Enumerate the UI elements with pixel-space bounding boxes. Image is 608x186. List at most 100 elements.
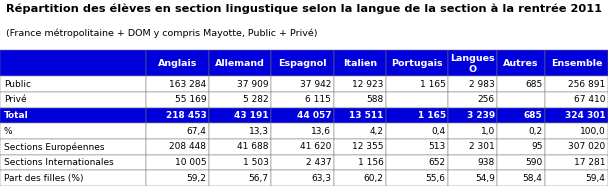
Text: 163 284: 163 284 [169, 80, 206, 89]
Text: Italien: Italien [343, 59, 377, 68]
Bar [209, 170, 271, 186]
Text: 59,2: 59,2 [187, 174, 206, 183]
Text: 58,4: 58,4 [523, 174, 542, 183]
Bar [0, 155, 147, 170]
Bar [334, 170, 386, 186]
Bar [497, 155, 545, 170]
Bar [334, 76, 386, 92]
Text: 218 453: 218 453 [165, 111, 206, 120]
Bar [271, 155, 334, 170]
Text: 5 282: 5 282 [243, 95, 269, 104]
Bar [271, 50, 334, 76]
Text: Ensemble: Ensemble [551, 59, 602, 68]
Text: 324 301: 324 301 [565, 111, 606, 120]
Text: Langues: Langues [451, 54, 495, 63]
Text: 55,6: 55,6 [426, 174, 446, 183]
Text: 37 909: 37 909 [237, 80, 269, 89]
Text: 13,6: 13,6 [311, 127, 331, 136]
Text: 37 942: 37 942 [300, 80, 331, 89]
Text: %: % [4, 127, 12, 136]
Bar [334, 50, 386, 76]
Bar [386, 139, 448, 155]
Bar [448, 123, 497, 139]
Bar [334, 92, 386, 108]
Bar [209, 92, 271, 108]
Bar [545, 108, 608, 123]
Text: 513: 513 [429, 142, 446, 151]
Bar [0, 50, 147, 76]
Bar [545, 76, 608, 92]
Text: 590: 590 [525, 158, 542, 167]
Bar [448, 139, 497, 155]
Text: 1 165: 1 165 [418, 111, 446, 120]
Bar [147, 170, 209, 186]
Text: 1 165: 1 165 [420, 80, 446, 89]
Bar [147, 76, 209, 92]
Text: Espagnol: Espagnol [278, 59, 326, 68]
Bar [448, 108, 497, 123]
Bar [0, 123, 147, 139]
Bar [0, 108, 147, 123]
Text: 56,7: 56,7 [249, 174, 269, 183]
Text: Public: Public [4, 80, 30, 89]
Text: 0,2: 0,2 [528, 127, 542, 136]
Bar [147, 139, 209, 155]
Text: 12 923: 12 923 [352, 80, 384, 89]
Bar [386, 123, 448, 139]
Bar [545, 92, 608, 108]
Bar [147, 92, 209, 108]
Text: 0,4: 0,4 [432, 127, 446, 136]
Bar [271, 108, 334, 123]
Text: 588: 588 [366, 95, 384, 104]
Text: 1,0: 1,0 [480, 127, 495, 136]
Bar [448, 170, 497, 186]
Bar [334, 155, 386, 170]
Text: 17 281: 17 281 [574, 158, 606, 167]
Bar [386, 170, 448, 186]
Text: 44 057: 44 057 [297, 111, 331, 120]
Text: 4,2: 4,2 [370, 127, 384, 136]
Text: 1 503: 1 503 [243, 158, 269, 167]
Text: 43 191: 43 191 [234, 111, 269, 120]
Text: Privé: Privé [4, 95, 26, 104]
Text: 938: 938 [477, 158, 495, 167]
Bar [386, 76, 448, 92]
Text: 67,4: 67,4 [187, 127, 206, 136]
Text: Allemand: Allemand [215, 59, 265, 68]
Bar [147, 155, 209, 170]
Bar [0, 139, 147, 155]
Bar [209, 50, 271, 76]
Bar [448, 92, 497, 108]
Bar [497, 123, 545, 139]
Text: 13 511: 13 511 [349, 111, 384, 120]
Bar [0, 170, 147, 186]
Text: 41 688: 41 688 [237, 142, 269, 151]
Bar [497, 92, 545, 108]
Bar [545, 123, 608, 139]
Bar [0, 76, 147, 92]
Text: 59,4: 59,4 [586, 174, 606, 183]
Bar [334, 139, 386, 155]
Text: 100,0: 100,0 [580, 127, 606, 136]
Text: Total: Total [4, 111, 29, 120]
Text: Part des filles (%): Part des filles (%) [4, 174, 83, 183]
Text: 256: 256 [478, 95, 495, 104]
Bar [448, 76, 497, 92]
Text: Portugais: Portugais [391, 59, 443, 68]
Bar [0, 92, 147, 108]
Text: 12 355: 12 355 [352, 142, 384, 151]
Text: Répartition des élèves en section lingustique selon la langue de la section à la: Répartition des élèves en section lingus… [6, 4, 602, 15]
Bar [209, 76, 271, 92]
Text: 256 891: 256 891 [568, 80, 606, 89]
Bar [545, 170, 608, 186]
Text: 55 169: 55 169 [174, 95, 206, 104]
Text: 685: 685 [525, 80, 542, 89]
Bar [334, 123, 386, 139]
Bar [209, 123, 271, 139]
Text: (France métropolitaine + DOM y compris Mayotte, Public + Privé): (France métropolitaine + DOM y compris M… [6, 29, 317, 39]
Text: 652: 652 [429, 158, 446, 167]
Bar [497, 170, 545, 186]
Bar [497, 139, 545, 155]
Bar [147, 123, 209, 139]
Text: Anglais: Anglais [158, 59, 198, 68]
